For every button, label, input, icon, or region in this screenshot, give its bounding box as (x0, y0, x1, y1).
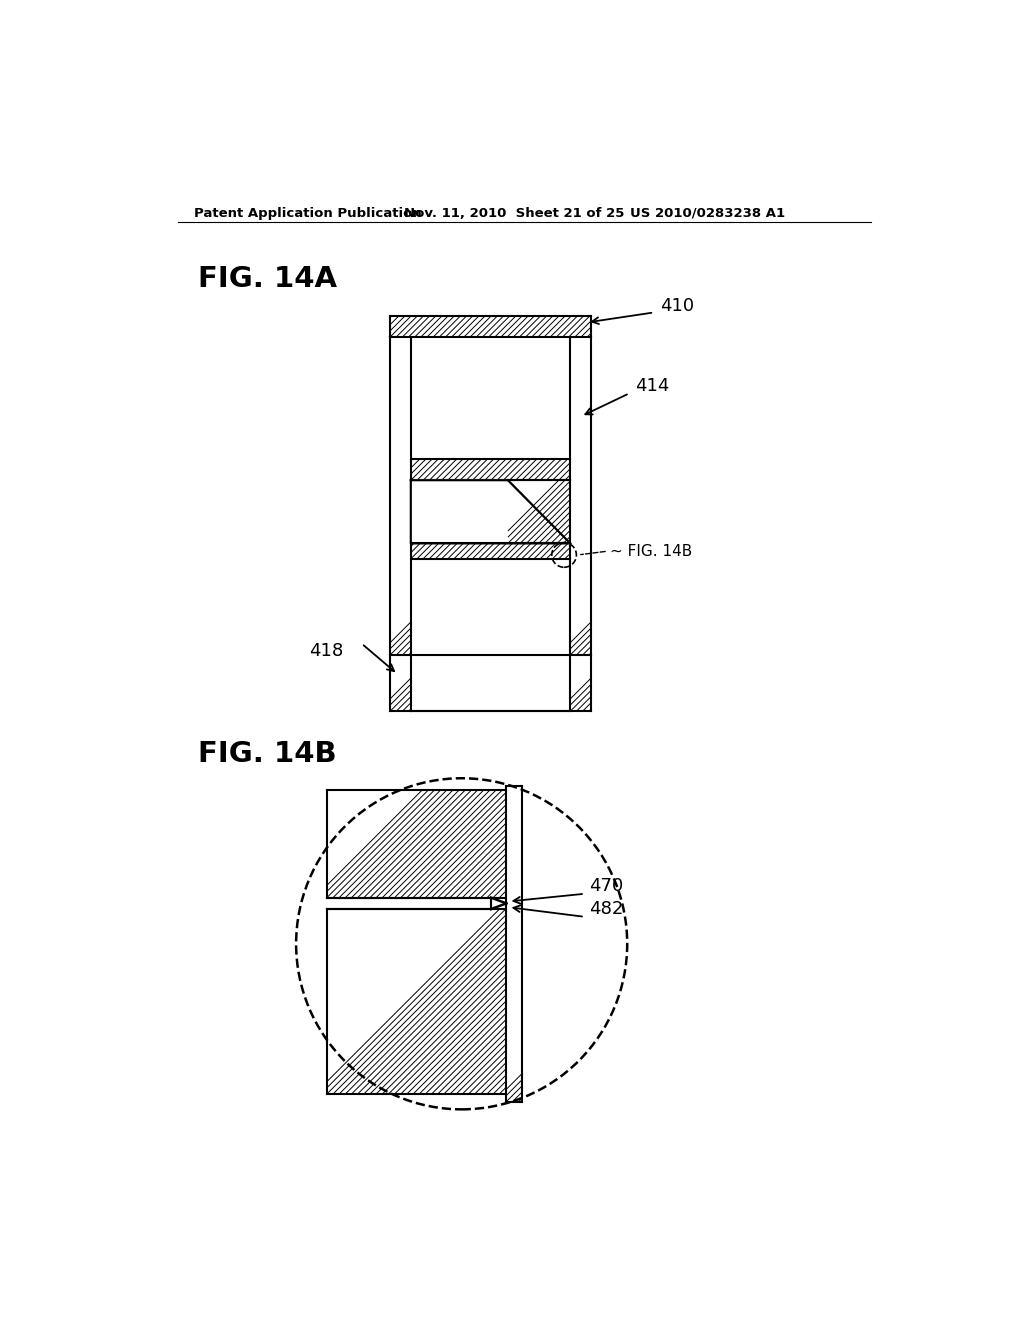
Text: Patent Application Publication: Patent Application Publication (194, 207, 422, 220)
Text: US 2010/0283238 A1: US 2010/0283238 A1 (630, 207, 784, 220)
Text: ~ FIG. 14B: ~ FIG. 14B (609, 544, 692, 558)
Text: FIG. 14A: FIG. 14A (199, 264, 337, 293)
Text: 470: 470 (589, 876, 623, 895)
Text: 414: 414 (635, 376, 670, 395)
Text: Nov. 11, 2010  Sheet 21 of 25: Nov. 11, 2010 Sheet 21 of 25 (403, 207, 625, 220)
Text: 418: 418 (309, 643, 343, 660)
Polygon shape (411, 480, 570, 544)
Text: 482: 482 (589, 900, 623, 919)
Text: 410: 410 (660, 297, 694, 315)
Text: FIG. 14B: FIG. 14B (199, 739, 337, 768)
